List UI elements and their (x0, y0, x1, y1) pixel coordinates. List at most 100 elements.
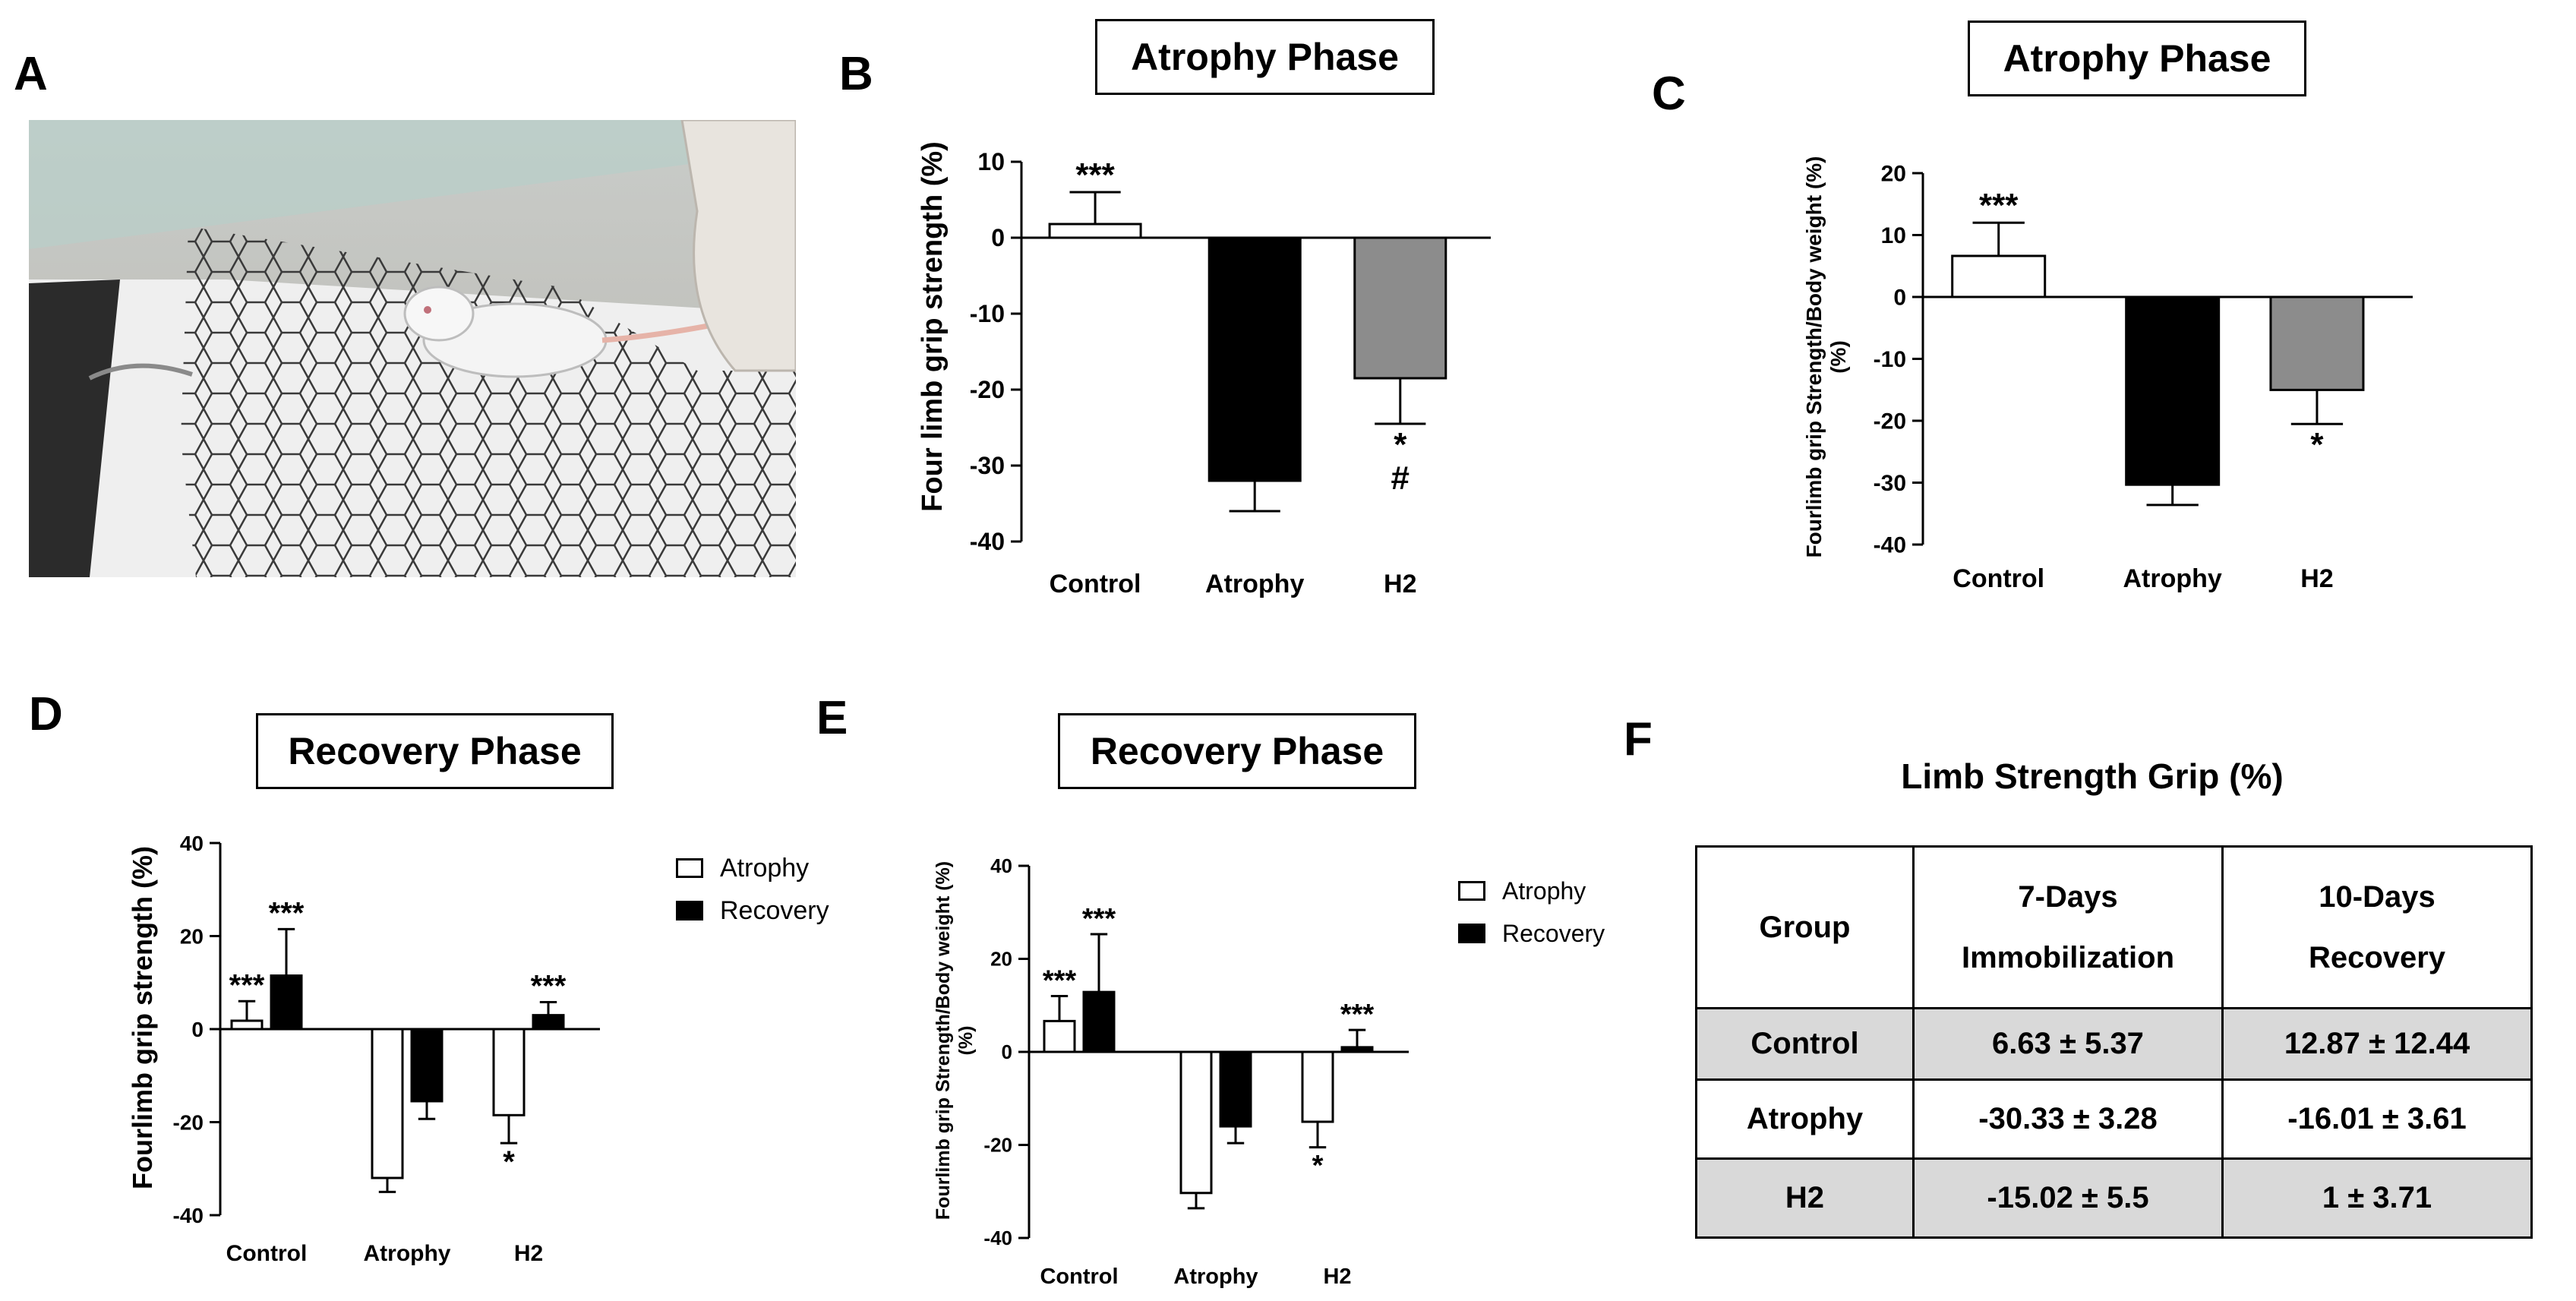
x-tick-label: Control (1050, 570, 1141, 598)
y-tick-label: 10 (1881, 223, 1906, 248)
y-tick-label: -10 (1874, 347, 1906, 372)
legend-item-recovery: Recovery (676, 889, 829, 932)
bar (1219, 1050, 1252, 1128)
y-tick-label: 20 (990, 948, 1012, 971)
y-tick-label: 0 (1002, 1040, 1012, 1063)
header-immobilization: 7-Days Immobilization (1912, 845, 2224, 1009)
legend-swatch-atrophy (676, 858, 703, 878)
panel-letter-a: A (14, 48, 48, 100)
y-tick-label: -10 (970, 300, 1005, 327)
table-cell-recovery: -16.01 ± 3.61 (2221, 1078, 2533, 1160)
bar (1048, 223, 1142, 239)
x-tick-label: H2 (1323, 1265, 1351, 1289)
table-cell-recovery: 1 ± 3.71 (2221, 1157, 2533, 1239)
table-cell-immobilization: -30.33 ± 3.28 (1912, 1078, 2224, 1160)
table-cell-recovery: 12.87 ± 12.44 (2221, 1007, 2533, 1081)
legend-label: Atrophy (720, 853, 810, 883)
table-cell-immobilization: 6.63 ± 5.37 (1912, 1007, 2224, 1081)
legend-label: Recovery (1502, 919, 1605, 947)
table-cell-group: Control (1695, 1007, 1915, 1081)
grip-test-photo (29, 120, 796, 577)
bar (1179, 1050, 1213, 1195)
panel-letter-b: B (839, 48, 873, 100)
y-tick-label: 40 (180, 832, 204, 855)
significance-label: # (1391, 459, 1410, 497)
y-axis-label: Four limb grip strength (%) (917, 141, 949, 512)
table-header-row: Group 7-Days Immobilization 10-Days Reco… (1695, 845, 2533, 1009)
x-tick-label: H2 (2300, 564, 2333, 593)
bar (1208, 236, 1302, 482)
y-tick-label: 10 (977, 148, 1005, 175)
significance-label: * (1312, 1150, 1324, 1182)
table-row: H2 -15.02 ± 5.5 1 ± 3.71 (1695, 1157, 2533, 1239)
grip-test-photo-drawing (29, 120, 796, 577)
x-tick-label: Atrophy (364, 1241, 451, 1266)
significance-label: *** (1075, 156, 1115, 194)
y-tick-label: -20 (173, 1110, 204, 1134)
legend-d: Atrophy Recovery (676, 847, 829, 932)
legend-item-atrophy: Atrophy (1458, 870, 1605, 912)
panel-letter-e: E (816, 692, 848, 744)
significance-label: *** (229, 968, 265, 1002)
bar (492, 1028, 526, 1116)
header-immobilization-line1: 7-Days (2018, 880, 2118, 914)
bar (230, 1019, 264, 1031)
title-box-b: Atrophy Phase (1095, 19, 1435, 95)
panel-letter-c: C (1652, 68, 1686, 120)
bar (1340, 1046, 1374, 1053)
legend-item-recovery: Recovery (1458, 912, 1605, 955)
chart-d: Fourlimb grip strength (%) 40200-20-40**… (127, 832, 600, 1266)
y-axis-label: Fourlimb grip Strength/Body weight (%) (933, 861, 954, 1220)
significance-label: * (503, 1145, 515, 1179)
y-tick-label: -40 (173, 1204, 204, 1227)
x-tick-label: Control (1040, 1265, 1118, 1289)
y-tick-label: 20 (180, 924, 204, 948)
table-row: Atrophy -30.33 ± 3.28 -16.01 ± 3.61 (1695, 1078, 2533, 1160)
legend-label: Recovery (720, 895, 829, 925)
y-tick-label: -20 (983, 1134, 1012, 1157)
y-axis-label: Fourlimb grip Strength/Body weight (%) (1802, 156, 1826, 558)
y-tick-label: 0 (1893, 286, 1906, 311)
significance-label: * (1394, 426, 1407, 463)
y-tick-label: -40 (983, 1227, 1012, 1249)
chart-b: Four limb grip strength (%) 10 0 -10 -20 -30… (917, 141, 1491, 598)
significance-label: *** (531, 969, 567, 1003)
significance-label: *** (1340, 999, 1375, 1031)
y-tick-label: -30 (970, 452, 1005, 479)
x-tick-label: Atrophy (1205, 570, 1304, 598)
significance-label: * (2310, 426, 2324, 463)
bar (270, 974, 303, 1031)
legend-swatch-atrophy (1458, 881, 1485, 901)
panel-letter-f: F (1624, 713, 1653, 766)
bar (1082, 990, 1116, 1053)
header-immobilization-line2: Immobilization (1962, 941, 2174, 974)
bar (2269, 295, 2365, 391)
legend-swatch-recovery (1458, 924, 1485, 943)
bar (1353, 236, 1447, 380)
header-group: Group (1695, 845, 1915, 1009)
x-tick-label: H2 (1384, 570, 1416, 598)
y-tick-label: -20 (970, 376, 1005, 403)
grip-strength-table: Group 7-Days Immobilization 10-Days Reco… (1695, 845, 2533, 1239)
legend-label: Atrophy (1502, 876, 1586, 905)
legend-swatch-recovery (676, 901, 703, 920)
x-tick-label: Atrophy (1173, 1265, 1258, 1289)
header-recovery: 10-Days Recovery (2221, 845, 2533, 1009)
x-tick-label: Control (1953, 564, 2044, 593)
x-tick-label: Atrophy (2123, 564, 2222, 593)
x-tick-label: H2 (514, 1241, 543, 1266)
y-tick-label: -30 (1874, 471, 1906, 496)
y-tick-label: 0 (991, 224, 1005, 251)
legend-item-atrophy: Atrophy (676, 847, 829, 889)
table-cell-group: Atrophy (1695, 1078, 1915, 1160)
table-cell-immobilization: -15.02 ± 5.5 (1912, 1157, 2224, 1239)
title-box-d: Recovery Phase (256, 713, 614, 789)
bar (1301, 1050, 1334, 1123)
significance-label: *** (1082, 903, 1116, 935)
y-tick-label: -40 (970, 528, 1005, 555)
significance-label: *** (269, 896, 305, 930)
header-recovery-line2: Recovery (2308, 941, 2446, 974)
bar (1951, 254, 2047, 298)
title-box-c: Atrophy Phase (1968, 21, 2306, 96)
chart-e: Fourlimb grip Strength/Body weight (%) (… (933, 854, 1409, 1289)
